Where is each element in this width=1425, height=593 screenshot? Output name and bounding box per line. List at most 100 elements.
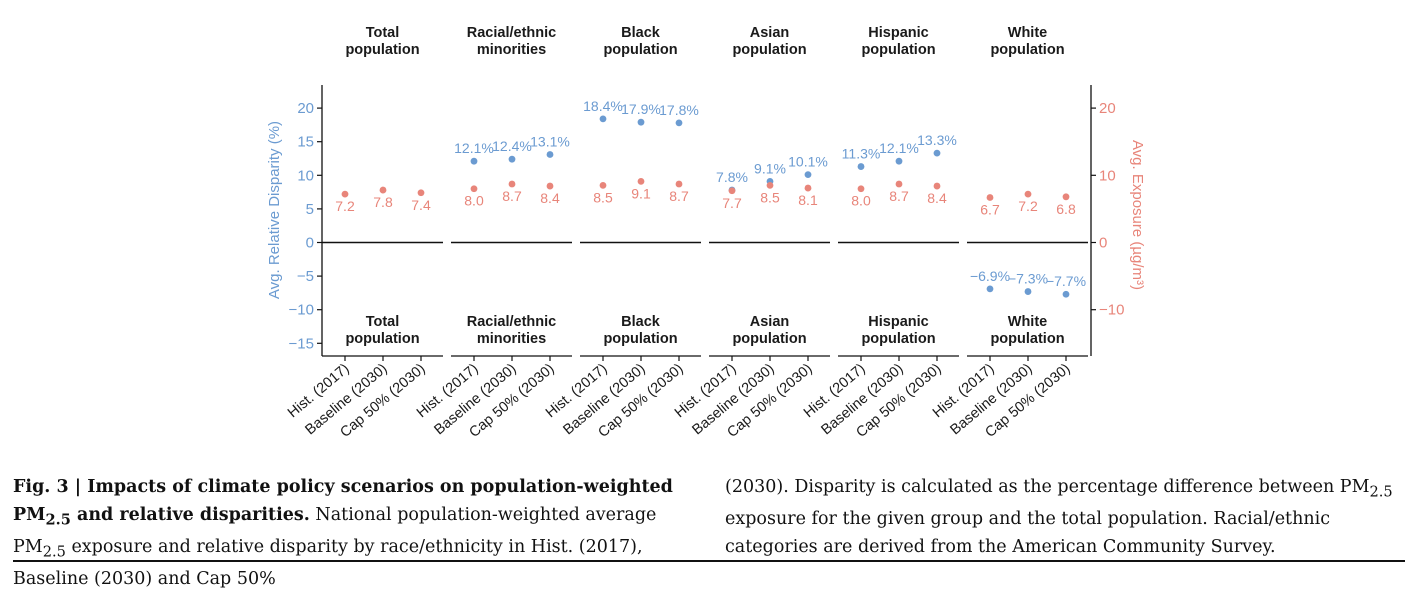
disparity-chart: Total population Racial/ethnic minorities Bl…: [266, 25, 1146, 441]
data-point: [933, 149, 941, 157]
data-point: [508, 155, 516, 163]
data-point: [766, 181, 774, 189]
data-label: 18.4%: [583, 98, 623, 114]
data-label: 8.7: [669, 188, 689, 204]
data-label: 7.2: [335, 198, 355, 214]
data-point: [675, 119, 683, 127]
data-point: [857, 185, 865, 193]
y-axis-label-right: Avg. Exposure (µg/m³): [1129, 140, 1146, 290]
caption-rule: [13, 560, 1405, 562]
data-label: 9.1: [631, 185, 651, 201]
y-tick-label-left: 15: [297, 134, 314, 151]
y-tick-label-right: −10: [1099, 302, 1124, 319]
data-point: [1024, 190, 1032, 198]
panel-title: White population: [990, 314, 1064, 347]
data-label: 8.1: [798, 192, 818, 208]
data-point: [804, 171, 812, 179]
data-label: 7.2: [1018, 198, 1038, 214]
caption-text-2: (2030). Disparity is calculated as the p…: [725, 477, 1393, 557]
data-label: 12.1%: [454, 140, 494, 156]
y-tick-label-left: 0: [306, 235, 314, 252]
data-point: [895, 180, 903, 188]
y-axis-label-left: Avg. Relative Disparity (%): [266, 121, 283, 299]
caption-title: Impacts of climate policy scenarios on p…: [13, 477, 673, 528]
bottom-axes: [322, 355, 1088, 361]
data-label: 8.0: [851, 193, 871, 209]
data-label: 13.3%: [917, 132, 957, 148]
data-points: 12.1%12.4%13.1%18.4%17.9%17.8%7.8%9.1% 10…: [335, 98, 1086, 298]
data-point: [341, 190, 349, 198]
y-tick-label-left: 20: [297, 100, 314, 117]
data-point: [933, 182, 941, 190]
data-label: 13.1%: [530, 133, 570, 149]
panel-titles-mid: Total population Racial/ethnic minorities Bl…: [345, 314, 1064, 347]
data-label: −7.3%: [1008, 271, 1048, 287]
y-tick-label-left: 10: [297, 167, 314, 184]
data-point: [508, 180, 516, 188]
data-point: [546, 151, 554, 158]
data-point: [986, 285, 994, 293]
left-axis: 20 15 10 5 0 −5 −10 −15: [289, 85, 323, 356]
data-label: 8.0: [464, 193, 484, 209]
data-label: 8.4: [927, 190, 947, 206]
panel-title: Racial/ethnic minorities: [467, 25, 556, 58]
panel-title: Black population: [603, 314, 677, 347]
panel-title: Racial/ethnic minorities: [467, 314, 556, 347]
data-label: 8.7: [889, 188, 909, 204]
panel-title: Total population: [345, 25, 419, 58]
data-label: 8.7: [502, 188, 522, 204]
data-label: 9.1%: [754, 160, 786, 176]
data-label: 8.4: [540, 190, 560, 206]
data-label: 8.5: [760, 189, 780, 205]
data-point: [470, 157, 478, 165]
y-tick-label-left: −5: [297, 268, 314, 285]
data-point: [637, 177, 645, 185]
right-axis: 20 10 0 −10: [1090, 85, 1124, 356]
data-point: [546, 182, 554, 190]
data-point: [417, 189, 425, 197]
data-label: 8.5: [593, 189, 613, 205]
caption-fig-label: Fig. 3 |: [13, 477, 88, 497]
data-label: 7.7: [722, 195, 742, 211]
y-tick-label-left: −15: [289, 335, 314, 352]
panel-title: White population: [990, 25, 1064, 58]
caption-left-column: Fig. 3 | Impacts of climate policy scena…: [13, 474, 703, 593]
panel-title: Hispanic population: [861, 314, 935, 347]
data-label: 10.1%: [788, 154, 828, 170]
data-point: [599, 115, 607, 123]
panel-title: Total population: [345, 314, 419, 347]
x-tick-labels: Hist. (2017)Baseline (2030)Cap 50% (2030…: [285, 361, 1074, 441]
data-point: [379, 186, 387, 194]
panel-titles-top: Total population Racial/ethnic minorities Bl…: [345, 25, 1064, 58]
data-point: [986, 194, 994, 201]
data-label: 12.1%: [879, 140, 919, 156]
data-label: 6.7: [980, 201, 1000, 217]
data-point: [637, 118, 645, 126]
data-point: [675, 180, 683, 188]
data-point: [728, 187, 736, 195]
data-label: 7.8: [373, 194, 393, 210]
data-point: [1062, 290, 1070, 298]
y-tick-label-left: −10: [289, 302, 314, 319]
data-label: 11.3%: [842, 146, 881, 162]
data-label: 6.8: [1056, 201, 1076, 217]
data-label: 12.4%: [492, 138, 532, 154]
data-label: 7.4: [411, 197, 431, 213]
caption-right-column: (2030). Disparity is calculated as the p…: [725, 474, 1405, 561]
data-point: [895, 157, 903, 165]
data-point: [804, 184, 812, 192]
data-point: [1062, 193, 1070, 201]
data-label: 7.8%: [716, 169, 748, 185]
y-tick-label-left: 5: [306, 201, 314, 218]
data-label: 17.8%: [659, 102, 699, 118]
panel-title: Black population: [603, 25, 677, 58]
data-point: [1024, 288, 1032, 295]
data-label: 17.9%: [621, 101, 661, 117]
data-point: [599, 181, 607, 189]
y-tick-label-right: 0: [1099, 235, 1107, 252]
y-tick-label-right: 10: [1099, 167, 1116, 184]
panel-title: Asian population: [732, 314, 806, 347]
panel-title: Asian population: [732, 25, 806, 58]
data-point: [470, 185, 478, 193]
y-tick-label-right: 20: [1099, 100, 1116, 117]
